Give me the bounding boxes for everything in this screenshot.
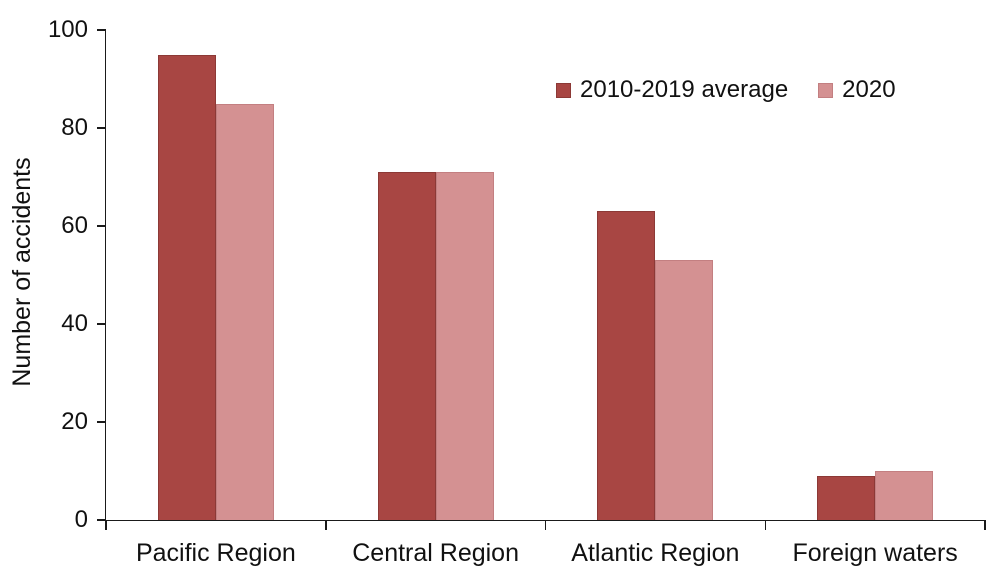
x-axis-line [104, 519, 986, 521]
y-tick-label: 0 [74, 506, 88, 533]
y-tick [97, 127, 105, 129]
legend-entry: 2020 [818, 76, 896, 104]
x-tick [105, 521, 107, 530]
y-tick [97, 225, 105, 227]
bar [597, 211, 656, 520]
x-category-label: Pacific Region [135, 539, 296, 567]
legend-label: 2010-2019 average [580, 76, 789, 103]
y-tick-label: 60 [61, 212, 88, 239]
x-category-label: Foreign waters [792, 539, 958, 567]
bar [817, 475, 876, 520]
legend-entry: 2010-2019 average [556, 76, 788, 104]
y-tick-label: 100 [47, 16, 88, 43]
x-tick [764, 521, 766, 530]
y-tick [97, 519, 105, 521]
bar [875, 471, 934, 520]
bar [435, 172, 494, 520]
x-tick [984, 521, 986, 530]
legend-swatch [818, 82, 834, 98]
y-axis-title: Number of accidents [8, 157, 36, 387]
y-tick [97, 421, 105, 423]
bar [655, 260, 714, 520]
y-tick-label: 40 [61, 310, 88, 337]
legend: 2010-2019 average 2020 [556, 76, 896, 104]
x-category-label: Atlantic Region [571, 539, 740, 567]
y-axis-line [104, 29, 106, 521]
legend-label: 2020 [842, 76, 896, 103]
bar [157, 54, 216, 520]
legend-swatch [556, 82, 571, 98]
y-tick-label: 20 [61, 408, 88, 435]
x-category-label: Central Region [352, 539, 519, 567]
x-tick [325, 521, 327, 530]
y-tick [97, 29, 105, 31]
y-tick-label: 80 [61, 114, 88, 141]
bar [377, 172, 436, 520]
bar [215, 103, 274, 520]
y-tick [97, 323, 105, 325]
x-tick [544, 521, 547, 530]
